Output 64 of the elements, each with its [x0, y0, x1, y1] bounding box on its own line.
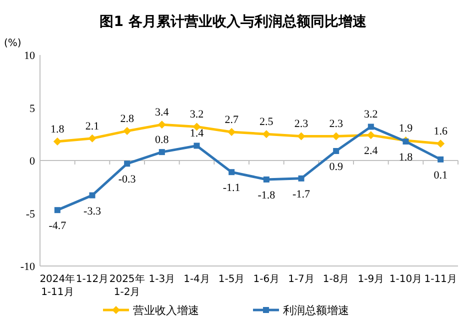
point [54, 207, 60, 214]
data-label: 3.4 [155, 106, 170, 119]
chart-title: 图1 各月累计营业收入与利润总额同比增速 [100, 13, 368, 30]
point [402, 138, 409, 145]
data-label: 1.6 [434, 126, 448, 138]
data-label: 2.5 [260, 116, 274, 128]
data-label: -1.7 [292, 188, 310, 200]
x-tick-label: 1-11月 [424, 274, 457, 285]
point [263, 176, 270, 182]
data-label: 2.7 [224, 114, 239, 126]
point [158, 120, 166, 129]
data-label: -3.3 [84, 205, 102, 218]
x-tick-label: 1-10月 [389, 274, 422, 285]
y-tick-label: 10 [24, 50, 36, 62]
point [298, 175, 304, 182]
y-axis-title: (%) [4, 38, 22, 49]
data-label: 1.8 [50, 124, 65, 136]
data-label: 0.1 [434, 169, 448, 182]
point [194, 142, 200, 149]
data-label: 1.8 [398, 152, 414, 164]
data-label: -0.3 [118, 174, 136, 186]
point [228, 169, 235, 176]
x-tick-label: 1-5月 [218, 274, 245, 285]
y-tick-label: 5 [30, 102, 36, 115]
x-tick-label: 1-9月 [358, 274, 384, 285]
point [53, 138, 62, 146]
data-label: 2.3 [329, 118, 344, 130]
point [332, 132, 340, 140]
data-label: -4.7 [48, 220, 67, 232]
x-tick-label: 2024年 1-11月 [40, 273, 76, 298]
y-tick-label: -5 [26, 208, 36, 220]
point [436, 140, 445, 148]
data-label: 2.4 [364, 145, 378, 158]
data-label: 1.4 [190, 128, 204, 140]
point [89, 192, 96, 198]
point [438, 156, 444, 162]
y-tick-label: 0 [30, 156, 36, 168]
x-tick-label: 1-3月 [148, 274, 176, 285]
data-label: 2.1 [85, 120, 100, 132]
data-label: 0.9 [329, 161, 344, 174]
x-tick-label: 1-4月 [184, 274, 210, 285]
data-label: -1.8 [258, 189, 276, 202]
point [123, 126, 132, 135]
data-label: 0.8 [155, 134, 170, 146]
data-label: 2.3 [294, 118, 309, 130]
x-tick-label: 1-12月 [76, 274, 109, 285]
legend-label: 营业收入增速 [133, 304, 199, 317]
point [124, 160, 130, 167]
data-label: 2.8 [120, 112, 134, 125]
x-tick-label: 2025年 1-2月 [109, 273, 145, 298]
legend-label: 利润总额增速 [283, 304, 349, 317]
data-label: -1.1 [222, 182, 240, 194]
point [333, 148, 340, 154]
point [88, 134, 96, 142]
point [158, 149, 165, 156]
data-label: 1.9 [398, 122, 414, 134]
x-tick-label: 1-8月 [322, 274, 350, 285]
point [262, 130, 270, 138]
x-tick-label: 1-7月 [288, 274, 314, 285]
data-label: 3.2 [364, 108, 378, 121]
point [368, 124, 374, 130]
y-tick-label: -10 [20, 261, 36, 273]
x-tick-label: 1-6月 [253, 274, 280, 285]
data-label: 3.2 [190, 108, 204, 121]
